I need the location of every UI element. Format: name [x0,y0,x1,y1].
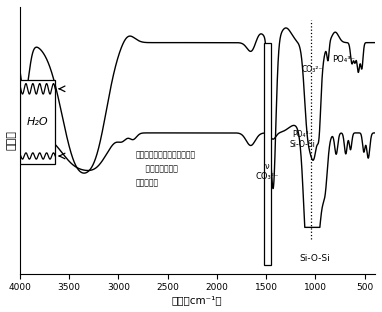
Text: 上：负载纳米碳纳米羟灰石的
    海泡石复合材料
下：海泡石: 上：负载纳米碳纳米羟灰石的 海泡石复合材料 下：海泡石 [136,150,196,187]
Text: CO₃²⁻: CO₃²⁻ [301,66,323,75]
Y-axis label: 透光率: 透光率 [7,130,17,150]
Bar [20,80,55,164]
Text: ν
CO₃²⁻: ν CO₃²⁻ [256,162,279,181]
X-axis label: 波数（cm⁻¹）: 波数（cm⁻¹） [172,295,222,305]
Text: PO₄³⁻
Si-O-Si: PO₄³⁻ Si-O-Si [290,129,316,149]
Text: H₂O: H₂O [27,117,48,127]
Text: Si-O-Si: Si-O-Si [299,254,330,263]
Text: PO₄³⁻: PO₄³⁻ [333,55,356,64]
Bar [264,43,270,265]
